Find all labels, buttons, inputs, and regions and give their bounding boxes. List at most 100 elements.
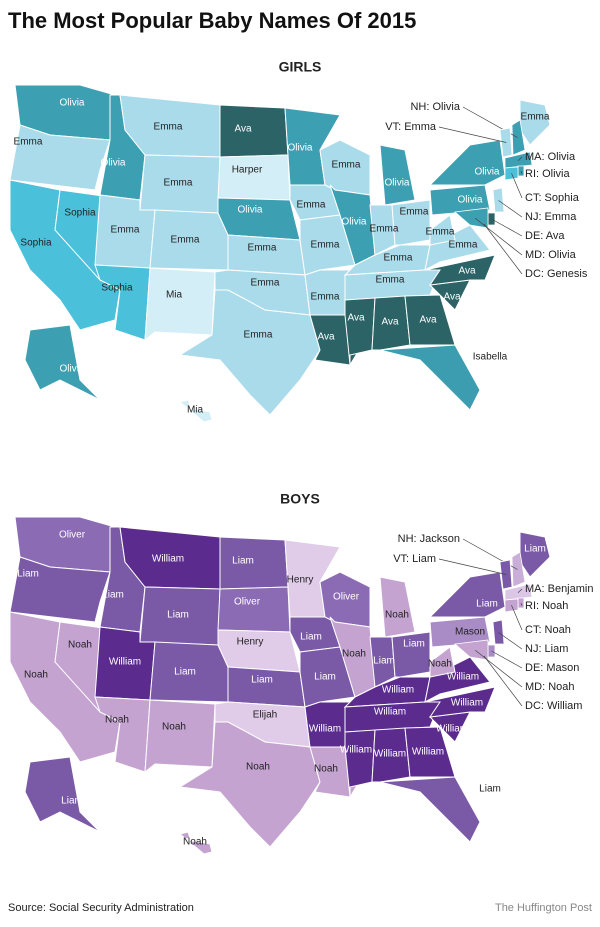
state [379,576,416,638]
state [424,224,491,271]
leader-line [498,632,523,650]
state-label: Isabella [473,352,508,363]
state-label: Ava [234,124,251,135]
leader-line [517,156,523,162]
state-label: Ava [443,292,460,303]
state-label: Emma [370,224,399,235]
state [492,187,505,213]
state-label: Noah [68,640,92,651]
state [454,207,489,229]
callout-label: MD: Noah [525,681,575,693]
state-label: Liam [102,590,124,601]
state [429,616,491,648]
callout-label: NH: Olivia [410,101,460,113]
state-label: Noah [162,722,186,733]
leader-line [498,200,523,218]
credit: The Huffington Post [495,902,592,914]
state [227,234,306,276]
state-label: Emma [14,137,43,148]
state-label: Noah [342,649,366,660]
state [178,399,213,423]
state [391,199,431,246]
leader-line [483,655,523,707]
state-label: Liam [373,656,395,667]
state-label: Olivia [341,217,366,228]
state-label: Noah [105,715,129,726]
leader-line [491,650,523,669]
state-label: Liam [17,569,39,580]
state-label: Emma [248,243,277,254]
state [428,571,506,618]
state-label: Emma [311,240,340,251]
state-label: Liam [167,610,189,621]
state-label: William [436,724,468,735]
state [144,267,216,342]
state [219,104,289,158]
state-label: Olivia [237,205,262,216]
state [144,699,216,774]
callout-label: CT: Sophia [525,192,580,204]
leader-line [438,558,507,575]
state-label: Emma [311,292,340,303]
map: NH: Jackson VT: Liam MA: Benjamin RI: Noah C… [9,516,593,855]
state-label: William [382,685,414,696]
state [429,646,456,678]
state-label: Mia [166,290,183,301]
state-label: Sophia [101,283,133,294]
state-label: Emma [154,122,183,133]
state-label: Noah [246,762,270,773]
state-label: Emma [164,178,193,189]
state [227,666,306,708]
callout-label: NH: Jackson [398,533,460,545]
state-label: William [412,747,444,758]
callout-label: RI: Olivia [525,168,571,180]
state [492,619,505,645]
state-label: Liam [232,556,254,567]
state-label: Mia [187,405,204,416]
state-label: William [447,672,479,683]
state [217,154,291,201]
state-label: Ava [458,266,475,277]
state [424,254,496,286]
state-label: Noah [183,837,207,848]
state-label: William [309,724,341,735]
state [428,139,506,186]
state-label: William [374,707,406,718]
callout-label: MA: Olivia [525,151,576,163]
state [454,639,489,661]
heading: GIRLS [279,59,322,75]
callout-label: MA: Benjamin [525,583,593,595]
state-label: Sophia [64,208,96,219]
state-label: William [152,554,184,565]
leader-line [438,126,507,143]
state-label: Henry [287,575,314,586]
state [424,686,496,718]
state-label: Emma [449,240,478,251]
state-label: Elijah [253,710,277,721]
state [344,297,376,366]
state-label: Emma [171,235,200,246]
state [217,586,291,633]
leader-line [520,170,523,175]
state-label: Ava [381,317,398,328]
state-label: Liam [403,639,425,650]
state-label: Ava [347,313,364,324]
leader-line [491,218,523,237]
leader-line [475,649,523,688]
state-label: Olivia [474,167,499,178]
state [404,294,456,346]
callout-label: DC: William [525,700,582,712]
state-label: William [374,749,406,760]
state-label: Emma [426,227,455,238]
state-label: Liam [314,672,336,683]
state [429,214,456,246]
leader-line [475,217,523,256]
state-label: William [109,657,141,668]
callout-label: NJ: Liam [525,643,568,655]
state-label: Noah [428,659,452,670]
state [429,184,491,216]
state [379,344,481,411]
state-label: Olivia [59,98,84,109]
callout-label: DE: Mason [525,662,579,674]
